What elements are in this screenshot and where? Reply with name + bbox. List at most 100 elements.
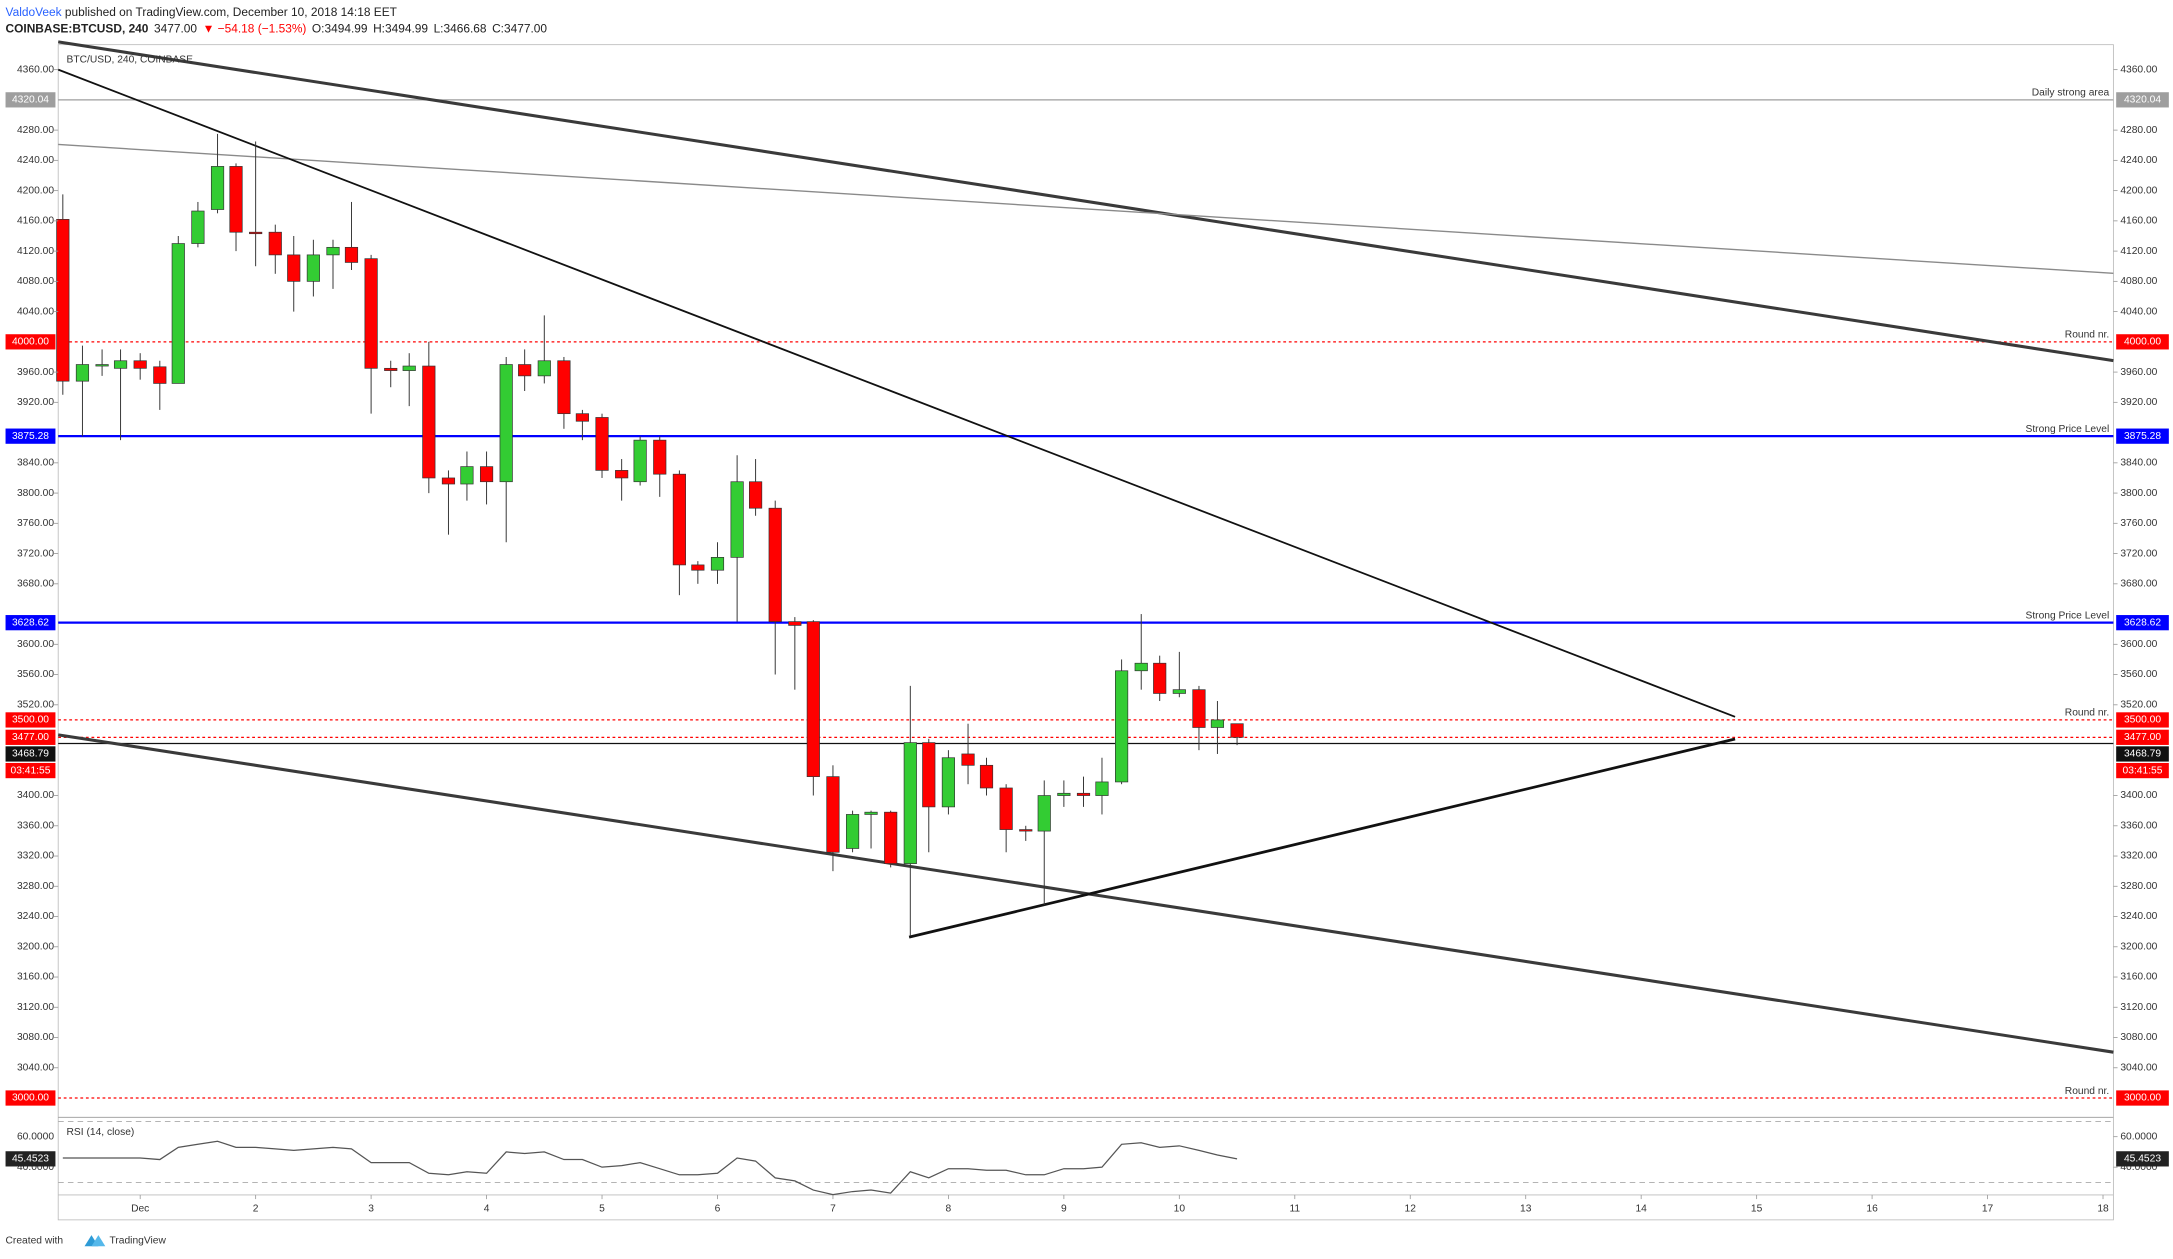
candle-body <box>75 364 90 382</box>
x-tick-label: 16 <box>1866 1203 1878 1214</box>
y-tick-label: 3320.00 <box>2120 851 2157 862</box>
candle-body <box>1057 792 1071 796</box>
x-tick-label: 10 <box>1174 1203 1186 1214</box>
y-tick-label: 3600.00 <box>2120 639 2157 650</box>
y-tick-label: 3760.00 <box>17 518 54 529</box>
candle-body <box>499 364 513 483</box>
y-tick-label: 3080.00 <box>2120 1032 2157 1043</box>
price-box <box>2116 1090 2169 1106</box>
candle-body <box>999 787 1013 830</box>
price-box-label: 3477.00 <box>2124 732 2161 743</box>
x-tick-label: 14 <box>1635 1203 1647 1214</box>
y-tick-label: 4120.00 <box>2120 246 2157 257</box>
price-box-label: 3875.28 <box>12 431 49 442</box>
axes: 3040.00 3040.00 3080.00 3080.00 3120.00 3120.… <box>17 64 2158 1214</box>
price-box-label: 4320.04 <box>2124 95 2161 106</box>
rsi-box <box>5 1151 56 1167</box>
footer-text: Created with <box>6 1235 64 1246</box>
author[interactable]: ValdoVeek <box>6 5 62 19</box>
y-tick-label: 3800.00 <box>17 488 54 499</box>
y-tick-label: 3160.00 <box>17 972 54 983</box>
candle-body <box>95 364 109 367</box>
y-tick-label: 3400.00 <box>17 790 54 801</box>
y-tick-label: 3120.00 <box>2120 1002 2157 1013</box>
price-labels: 4320.04 4320.04 4000.00 4000.00 3875.28 3875.… <box>5 92 2169 1167</box>
price-box <box>2116 615 2169 631</box>
candle-body <box>460 466 474 485</box>
y-tick-label: 3200.00 <box>17 941 54 952</box>
candle-body <box>268 231 282 256</box>
y-tick-label: 3360.00 <box>2120 820 2157 831</box>
x-tick-label: 13 <box>1520 1203 1532 1214</box>
y-tick-label: 4080.00 <box>17 276 54 287</box>
candle-body <box>56 219 70 382</box>
candle-body <box>153 366 167 384</box>
price-box <box>5 334 56 350</box>
candle-body <box>710 557 725 571</box>
candle-body <box>826 776 840 853</box>
candle-body <box>384 367 398 371</box>
trendline <box>57 68 1736 718</box>
y-tick-label: 4360.00 <box>17 64 54 75</box>
candle-body <box>615 470 629 479</box>
price-box-label: 3000.00 <box>2124 1093 2161 1104</box>
price-box <box>5 762 56 779</box>
candle-body <box>633 439 647 483</box>
candle-body <box>864 811 878 815</box>
x-tick-label: 18 <box>2097 1203 2109 1214</box>
symbol: COINBASE:BTCUSD, 240 <box>6 22 149 36</box>
price-box-label: 4000.00 <box>2124 337 2161 348</box>
candle-body <box>961 753 975 766</box>
price-box-label: 03:41:55 <box>11 765 51 776</box>
trendlines <box>57 40 2114 1054</box>
y-tick-label: 3840.00 <box>2120 458 2157 469</box>
candle-body <box>1172 689 1186 694</box>
y-tick-label: 3560.00 <box>2120 669 2157 680</box>
price-box-label: 3500.00 <box>12 715 49 726</box>
price-box <box>2116 712 2169 728</box>
published: published on TradingView.com, December 1… <box>62 5 397 19</box>
high: H:3494.99 <box>373 22 428 36</box>
level-note: Round nr. <box>2065 708 2109 719</box>
header-line: ValdoVeek published on TradingView.com, … <box>6 5 397 19</box>
y-tick-label: 3080.00 <box>17 1032 54 1043</box>
price-box <box>5 712 56 728</box>
rsi-box-label: 45.4523 <box>12 1154 49 1165</box>
footer-brand[interactable]: TradingView <box>109 1235 166 1246</box>
y-tick-label: 3680.00 <box>2120 579 2157 590</box>
y-tick-label: 3040.00 <box>17 1062 54 1073</box>
candle-body <box>1210 719 1225 728</box>
price-box <box>5 1090 56 1106</box>
candle-body <box>788 621 802 626</box>
price-box <box>2116 334 2169 350</box>
candle-body <box>229 166 243 233</box>
price-box-label: 3628.62 <box>2124 617 2161 628</box>
candle-body <box>1192 689 1206 728</box>
y-tick-label: 3040.00 <box>2120 1062 2157 1073</box>
change: ▼ −54.18 (−1.53%) <box>203 22 307 36</box>
price-box-label: 3468.79 <box>12 749 49 760</box>
y-tick-label: 3400.00 <box>2120 790 2157 801</box>
close: C:3477.00 <box>492 22 547 36</box>
price-box <box>5 92 56 108</box>
candle-body <box>653 439 667 475</box>
x-tick-label: 4 <box>484 1203 490 1214</box>
price-box-label: 4320.04 <box>12 95 49 106</box>
y-tick-label: 3520.00 <box>2120 700 2157 711</box>
series-label: BTC/USD, 240, COINBASE <box>67 55 194 66</box>
x-tick-label: Dec <box>131 1203 149 1214</box>
y-tick-label: 3840.00 <box>17 458 54 469</box>
y-tick-label: 4160.00 <box>2120 216 2157 227</box>
y-tick-label: 4280.00 <box>17 125 54 136</box>
level-note: Strong Price Level <box>2025 424 2109 435</box>
x-tick-label: 3 <box>368 1203 374 1214</box>
rsi-tick-label: 40.0000 <box>17 1162 54 1173</box>
rsi-tick-label: 40.0000 <box>2120 1162 2157 1173</box>
y-tick-label: 3600.00 <box>17 639 54 650</box>
y-tick-label: 3320.00 <box>17 851 54 862</box>
candle-body <box>1230 723 1244 738</box>
x-tick-label: 5 <box>599 1203 605 1214</box>
y-tick-label: 3680.00 <box>17 579 54 590</box>
trendline <box>58 143 2114 275</box>
